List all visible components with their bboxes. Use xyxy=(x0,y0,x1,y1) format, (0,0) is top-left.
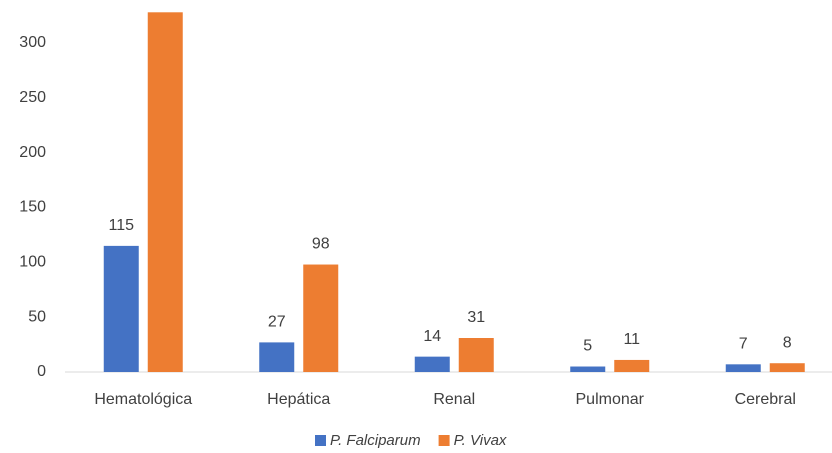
legend-label: P. Falciparum xyxy=(330,432,421,449)
data-label: 8 xyxy=(783,334,792,351)
legend-swatch xyxy=(315,435,326,446)
bar xyxy=(769,363,805,372)
bar xyxy=(103,245,139,372)
bar xyxy=(303,264,339,372)
bar xyxy=(570,366,606,372)
data-label: 7 xyxy=(739,336,748,353)
y-tick-label: 0 xyxy=(37,363,46,380)
y-tick-label: 250 xyxy=(19,89,46,106)
x-tick-label: Renal xyxy=(433,391,475,408)
data-label: 98 xyxy=(312,236,330,253)
y-tick-label: 50 xyxy=(28,308,46,325)
y-tick-label: 300 xyxy=(19,34,46,51)
legend-label: P. Vivax xyxy=(454,432,507,449)
y-tick-label: 200 xyxy=(19,144,46,161)
data-label: 31 xyxy=(467,309,485,326)
y-tick-label: 100 xyxy=(19,254,46,271)
bar xyxy=(259,342,295,372)
data-label: 115 xyxy=(108,217,134,234)
y-tick-label: 150 xyxy=(19,199,46,216)
bar xyxy=(725,364,761,372)
x-tick-label: Cerebral xyxy=(735,391,796,408)
legend-swatch xyxy=(438,435,450,446)
x-tick-label: Pulmonar xyxy=(576,391,645,408)
x-tick-label: Hematológica xyxy=(94,391,192,408)
bar xyxy=(458,338,494,372)
bar xyxy=(614,359,650,372)
data-label: 14 xyxy=(423,328,441,345)
bar xyxy=(414,356,450,372)
data-label: 5 xyxy=(583,338,592,355)
x-tick-label: Hepática xyxy=(267,391,330,408)
bar xyxy=(147,12,183,373)
data-label: 27 xyxy=(268,314,286,331)
data-label: 11 xyxy=(623,331,640,348)
